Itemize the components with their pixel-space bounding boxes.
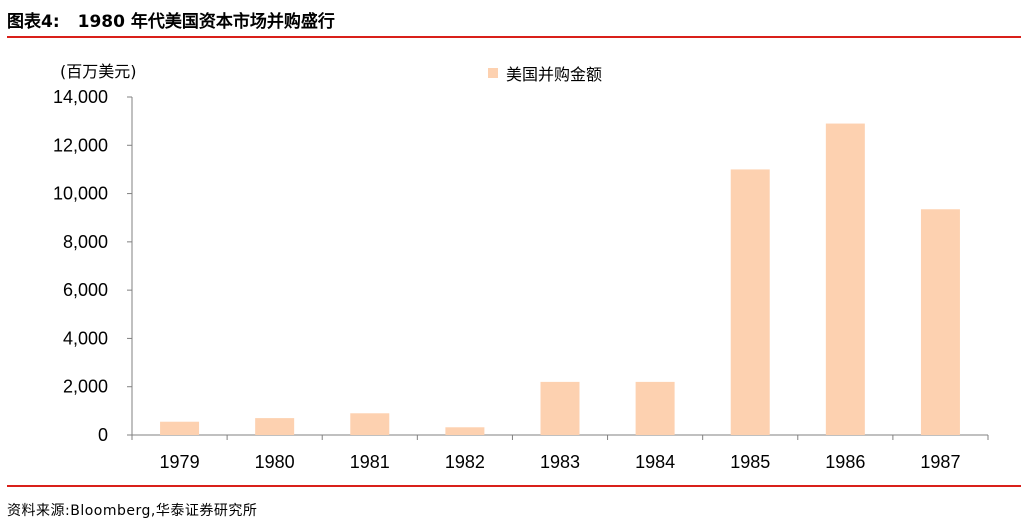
- y-tick-label: 6,000: [63, 280, 108, 300]
- y-tick-label: 12,000: [53, 135, 108, 155]
- x-tick-label: 1981: [350, 452, 390, 472]
- x-tick-label: 1986: [825, 452, 865, 472]
- bar: [730, 169, 770, 435]
- bar: [540, 381, 580, 435]
- title-rule: [7, 36, 1021, 38]
- x-tick-label: 1984: [635, 452, 675, 472]
- bar: [445, 427, 485, 435]
- legend-label: 美国并购金额: [506, 65, 602, 84]
- footer-rule: [7, 485, 1021, 487]
- y-axis: 0 2,000 4,000 6,000 8,000 10,000 12,000 14,000: [53, 87, 133, 445]
- bar: [825, 123, 865, 436]
- x-tick-label: 1982: [445, 452, 485, 472]
- x-tick-label: 1979: [160, 452, 200, 472]
- y-tick-label: 4,000: [63, 328, 108, 348]
- x-tick-label: 1983: [540, 452, 580, 472]
- bar: [160, 421, 200, 435]
- chart-title: 1980 年代美国资本市场并购盛行: [77, 12, 335, 32]
- bar: [255, 418, 295, 435]
- y-tick-label: 14,000: [53, 87, 108, 107]
- x-tick-label: 1985: [730, 452, 770, 472]
- x-axis: 1979 1980 1981 1982 1983 1984 1985 1986 1987: [131, 434, 989, 472]
- legend: 美国并购金额: [488, 65, 602, 84]
- bar: [350, 413, 390, 435]
- y-tick-label: 2,000: [63, 377, 108, 397]
- bar: [635, 381, 675, 435]
- y-tick-label: 0: [98, 425, 108, 445]
- bar-series: [160, 123, 960, 436]
- source-note: 资料来源:Bloomberg,华泰证券研究所: [7, 503, 258, 519]
- y-axis-unit-label: (百万美元): [60, 62, 137, 81]
- figure-label: 图表4:: [7, 12, 60, 32]
- y-tick-label: 8,000: [63, 232, 108, 252]
- x-tick-label: 1987: [920, 452, 960, 472]
- y-tick-label: 10,000: [53, 184, 108, 204]
- figure-title: 图表4: 1980 年代美国资本市场并购盛行: [7, 7, 335, 35]
- legend-swatch: [488, 68, 498, 78]
- bar: [920, 209, 960, 435]
- x-tick-label: 1980: [255, 452, 295, 472]
